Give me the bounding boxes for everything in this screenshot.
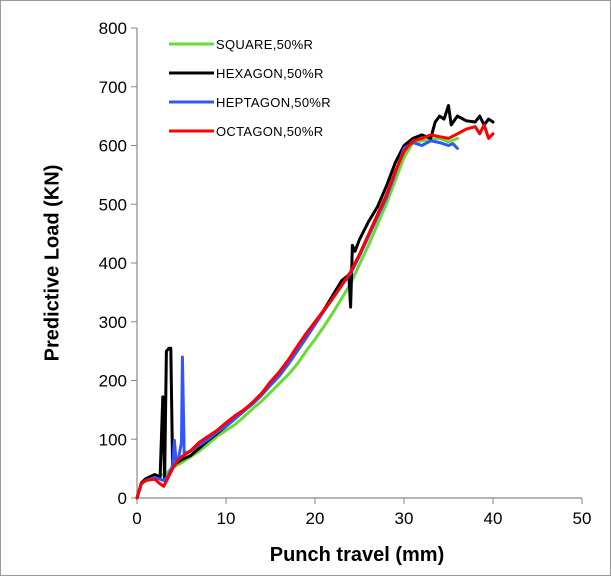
y-tick-label: 300 <box>99 313 127 332</box>
x-tick-label: 0 <box>132 509 141 528</box>
series-lines <box>135 104 495 500</box>
y-tick-label: 800 <box>99 19 127 38</box>
y-tick-label: 400 <box>99 254 127 273</box>
legend-label-4: OCTAGON,50%R <box>216 124 323 139</box>
tick-labels: 0 100 200 300 400 500 600 700 800 0 10 20 30 40 50 <box>99 19 592 528</box>
legend-label-1: SQUARE,50%R <box>216 37 313 52</box>
series-line-4 <box>135 123 495 500</box>
x-tick-label: 10 <box>217 509 236 528</box>
y-tick-label: 100 <box>99 430 127 449</box>
series-line-3 <box>135 139 459 500</box>
legend-label-3: HEPTAGON,50%R <box>216 95 331 110</box>
y-tick-label: 0 <box>118 489 127 508</box>
axes <box>131 27 583 504</box>
x-tick-label: 20 <box>306 509 325 528</box>
y-tick-label: 500 <box>99 195 127 214</box>
y-tick-label: 600 <box>99 137 127 156</box>
series-line-2 <box>135 104 495 500</box>
y-axis-title: Predictive Load (KN) <box>41 165 63 362</box>
legend: SQUARE,50%R HEXAGON,50%R HEPTAGON,50%R OCTA… <box>169 37 331 139</box>
x-tick-label: 30 <box>395 509 414 528</box>
legend-label-2: HEXAGON,50%R <box>216 66 324 81</box>
y-tick-label: 200 <box>99 372 127 391</box>
x-tick-label: 50 <box>573 509 592 528</box>
y-tick-label: 700 <box>99 78 127 97</box>
x-axis-title: Punch travel (mm) <box>270 544 444 566</box>
x-tick-label: 40 <box>484 509 503 528</box>
